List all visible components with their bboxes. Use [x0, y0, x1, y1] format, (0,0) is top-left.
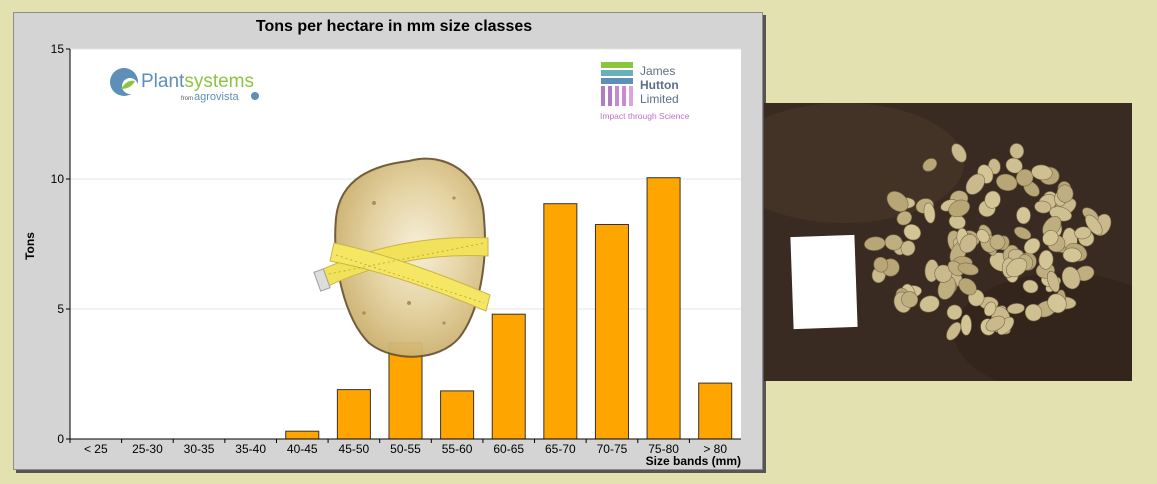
bar-75-80 — [646, 177, 681, 440]
potatoes-on-soil-photo — [764, 103, 1132, 381]
potato-tuber — [1009, 143, 1025, 159]
potato-tuber — [1042, 230, 1059, 246]
y-tick-label: 0 — [57, 432, 64, 446]
james-hutton-logo: James Hutton Limited Impact through Scie… — [600, 62, 690, 121]
potato-tuber — [886, 191, 909, 212]
potato-tuber — [1007, 303, 1025, 315]
bar-chart: Tons per hectare in mm size classes Plan… — [23, 18, 741, 468]
y-axis-label: Tons — [23, 232, 37, 260]
potato-tuber — [1023, 238, 1041, 255]
potato-tuber — [1034, 200, 1052, 214]
potato-tuber — [884, 234, 903, 251]
potato-tuber — [965, 173, 985, 195]
x-tick-label: > 80 — [703, 442, 727, 456]
chart-title: Tons per hectare in mm size classes — [256, 18, 532, 35]
potato-tuber — [996, 173, 1018, 191]
hutton-line1: James — [640, 64, 675, 78]
potato-tuber — [896, 211, 912, 226]
potato-tuber — [984, 190, 1001, 209]
potato-tuber — [983, 301, 997, 317]
potato-tuber — [989, 234, 1006, 250]
potato-tuber — [985, 315, 1006, 332]
x-tick-label: < 25 — [84, 442, 108, 456]
x-tick-label: 75-80 — [648, 442, 679, 456]
x-tick-label: 50-55 — [390, 442, 421, 456]
plantsystems-part1: Plant — [141, 71, 185, 92]
hutton-line2: Hutton — [640, 78, 679, 92]
potato-measuring-tape-icon — [313, 157, 491, 358]
axis-ticks: 0 5 10 15 < 25 25-30 30-35 35-40 40-45 45-50 50-55… — [51, 42, 728, 456]
hutton-stripes-icon — [601, 62, 633, 106]
x-tick-label: 65-70 — [545, 442, 576, 456]
plantsystems-from: from — [181, 96, 193, 102]
potato-tuber — [1024, 303, 1043, 322]
potato-tuber — [919, 295, 940, 313]
bar-60-65 — [491, 313, 526, 440]
plantsystems-agrovista: agrovista — [194, 91, 240, 103]
y-tick-label: 5 — [57, 302, 64, 316]
bar-45-50 — [336, 389, 371, 440]
bar-70-75 — [594, 224, 629, 440]
x-tick-label: 35-40 — [235, 442, 266, 456]
potato-tuber — [1006, 257, 1028, 278]
x-tick-label: 30-35 — [184, 442, 215, 456]
potato-tuber — [1047, 270, 1060, 293]
bar-40-45 — [285, 430, 320, 440]
potato-tuber — [959, 234, 978, 253]
potato-tuber — [957, 262, 979, 276]
potato-tuber — [946, 321, 962, 341]
chart-panel: Tons per hectare in mm size classes Plan… — [13, 12, 763, 470]
x-tick-label: 60-65 — [493, 442, 524, 456]
potato-tuber — [903, 224, 921, 241]
potato-tuber — [958, 278, 977, 296]
potato-tuber — [873, 256, 889, 273]
potato-tuber — [976, 229, 990, 244]
x-tick-label: 70-75 — [597, 442, 628, 456]
potato-tuber — [923, 202, 936, 224]
potato-tuber — [901, 291, 919, 308]
white-card — [790, 234, 858, 330]
hutton-tagline: Impact through Science — [600, 111, 690, 121]
potato-tuber — [951, 143, 967, 163]
plantsystems-logo: Plantsystems from agrovista — [110, 68, 259, 103]
x-tick-label: 55-60 — [442, 442, 473, 456]
potato-tuber — [948, 199, 970, 218]
potato-tuber — [1056, 184, 1074, 203]
potato-tuber — [1074, 226, 1092, 240]
bars — [285, 177, 733, 440]
bar-65-70 — [543, 203, 578, 440]
potato-tuber — [1031, 164, 1053, 181]
potato-tuber — [922, 158, 938, 172]
potato-photo — [764, 103, 1132, 381]
potato-tuber — [1016, 169, 1034, 187]
potato-tuber — [1022, 279, 1039, 294]
agrovista-icon — [251, 92, 259, 100]
x-tick-label: 25-30 — [132, 442, 163, 456]
bar-55-60 — [440, 390, 475, 440]
potato-tuber — [946, 304, 963, 320]
potato-tuber — [1061, 266, 1081, 290]
potato-tuber — [1014, 226, 1032, 240]
potato-tuber — [1047, 293, 1067, 314]
x-tick-label: 40-45 — [287, 442, 318, 456]
potato-tuber — [1062, 247, 1082, 263]
potato-tuber — [1016, 206, 1031, 225]
bar-50-55 — [388, 342, 423, 440]
plantsystems-part2: systems — [184, 71, 254, 92]
x-axis-label: Size bands (mm) — [646, 454, 741, 468]
y-tick-label: 15 — [51, 42, 65, 56]
potato-tuber — [960, 314, 972, 336]
potato-tuber — [1005, 157, 1023, 174]
y-tick-label: 10 — [51, 172, 65, 186]
hutton-line3: Limited — [640, 92, 679, 106]
svg-text:Plantsystems: Plantsystems — [141, 71, 254, 92]
bar-80 — [698, 382, 733, 440]
x-tick-label: 45-50 — [339, 442, 370, 456]
potato-tuber — [1038, 250, 1054, 270]
